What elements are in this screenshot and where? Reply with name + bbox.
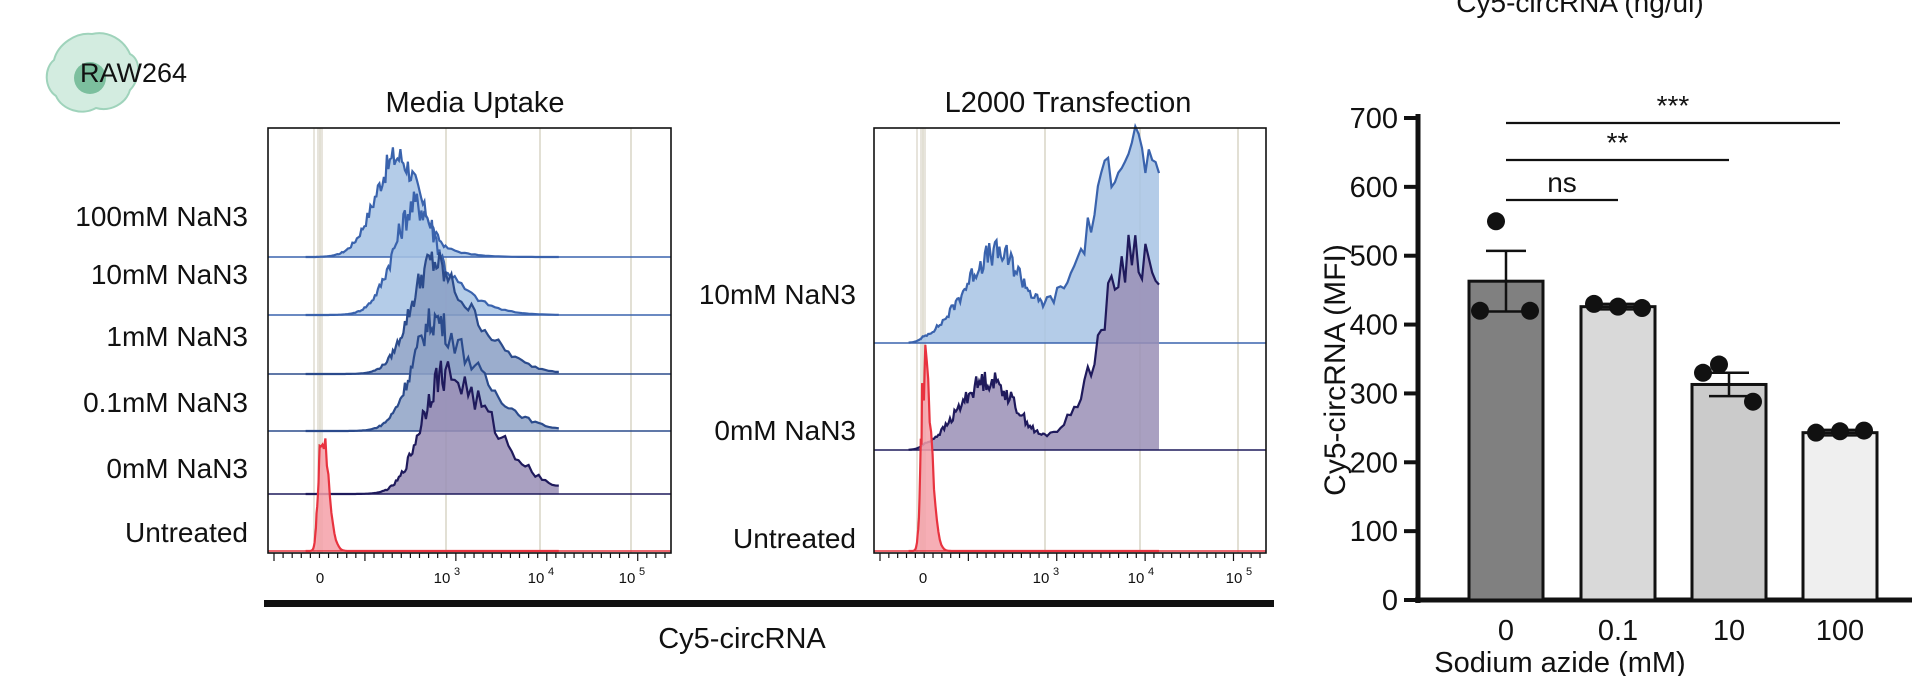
bar-y-tick-label: 600 [1350,172,1398,204]
data-point [1521,301,1539,320]
data-point [1710,355,1728,374]
row-label: 1mM NaN3 [106,321,248,352]
tick-exponent: 3 [1053,566,1059,578]
bar [1801,431,1879,602]
media-uptake-row-labels: 100mM NaN3 10mM NaN3 1mM NaN3 0.1mM NaN3 0mM… [75,201,248,548]
row-label: 10mM NaN3 [699,279,856,310]
tick-label: 10 [434,570,451,587]
bar-category-label: 100 [1816,615,1864,647]
bar [1467,279,1545,602]
bar-category-label: 0 [1498,615,1514,647]
tick-label: 0 [919,570,927,587]
l2000-row-labels: 10mM NaN3 0mM NaN3 Untreated [699,279,856,554]
histogram-fill [305,360,559,494]
tick-label: 10 [1226,570,1243,587]
l2000-histograms [874,122,1266,553]
tick-exponent: 3 [454,566,460,578]
row-label: 10mM NaN3 [91,259,248,290]
data-point [1855,421,1873,440]
histogram-fill [908,344,1159,551]
tick-label: 10 [1033,570,1050,587]
tick-label: 10 [619,570,636,587]
bar [1579,305,1657,602]
media-uptake-frame [267,127,672,554]
bar-category-label: 0.1 [1598,615,1638,647]
histogram-fill [305,308,559,431]
row-label: Untreated [125,517,248,548]
tick-label: 10 [1128,570,1145,587]
bar-y-tick-label: 500 [1350,241,1398,273]
data-point [1471,301,1489,320]
tick-label: 10 [528,570,545,587]
histogram-fill [305,147,559,257]
data-point [1831,422,1849,441]
significance-label: *** [1657,90,1690,121]
shared-x-axis-label: Cy5-circRNA [658,623,826,655]
data-point [1633,299,1651,318]
data-point [1609,297,1627,316]
histogram-fill [305,251,559,374]
l2000-title: L2000 Transfection [945,87,1192,119]
histogram-fill [908,126,1159,344]
significance-label: ** [1607,127,1629,158]
media-uptake-histograms [268,128,671,553]
row-label: 0.1mM NaN3 [83,387,248,418]
bar-y-axis-label: Cy5-circRNA (MFI) [1319,244,1352,496]
tick-exponent: 5 [1246,566,1252,578]
histogram-fill [305,438,559,551]
l2000-panel: L2000 Transfection 0 10 3 10 4 10 5 10mM NaN30… [699,87,1267,587]
data-point [1744,392,1762,411]
bar [1690,382,1768,602]
bar-y-tick-label: 300 [1350,378,1398,410]
data-point [1807,423,1825,442]
bar-chart-bars [1467,212,1879,602]
media-uptake-title: Media Uptake [386,87,565,119]
bar-y-tick-label: 100 [1350,516,1398,548]
l2000-frame [873,127,1267,554]
cell-label: RAW264 [80,58,187,88]
bar-chart-axes: 0 100 200 300 400 500 600 700 0 0.1 10 100 [1350,103,1912,647]
histogram-outline [908,122,1161,344]
tick-exponent: 4 [1148,566,1154,578]
shared-x-axis-bar [264,600,1274,607]
data-point [1694,363,1712,382]
row-label: 100mM NaN3 [75,201,248,232]
row-label: 0mM NaN3 [714,415,856,446]
bar-y-tick-label: 0 [1382,585,1398,617]
l2000-axis-ticks: 0 10 3 10 4 10 5 [879,553,1261,587]
bar-y-tick-label: 200 [1350,447,1398,479]
significance-label: ns [1547,167,1577,198]
bar-y-tick-label: 400 [1350,310,1398,342]
tick-exponent: 5 [639,566,645,578]
tick-exponent: 4 [548,566,554,578]
tick-label: 0 [316,570,324,587]
top-cropped-caption: Cy5-circRNA (ng/ul) [1456,0,1703,18]
bar-x-axis-label: Sodium azide (mM) [1434,647,1685,676]
media-uptake-axis-ticks: 0 10 3 10 4 10 5 [273,553,666,587]
bar-category-label: 10 [1713,615,1745,647]
row-label: Untreated [733,523,856,554]
bar-y-tick-label: 700 [1350,103,1398,135]
data-point [1585,294,1603,313]
histogram-fill [908,234,1159,450]
bar-chart-significance: ns***** [1506,90,1840,202]
cell-icon [45,32,140,113]
row-label: 0mM NaN3 [106,453,248,484]
data-point [1487,212,1505,231]
